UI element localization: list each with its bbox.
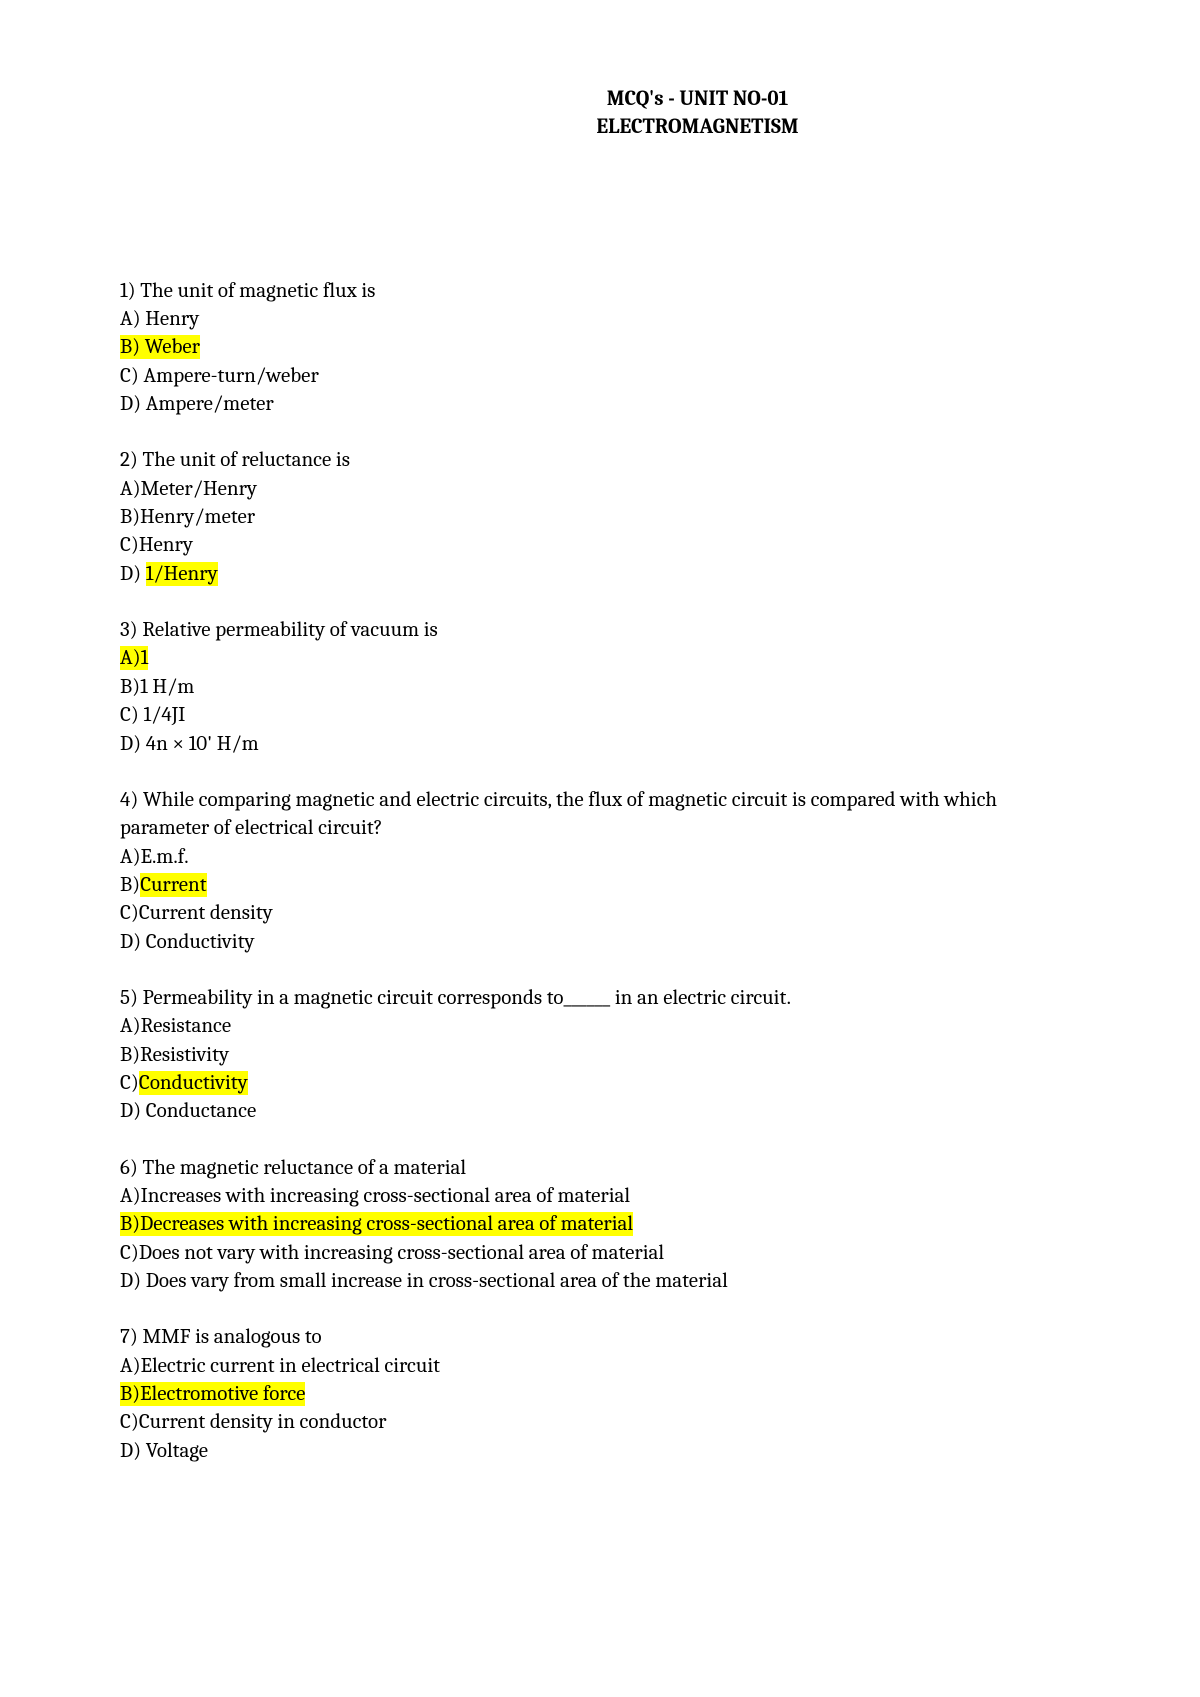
option-text: A)E.m.f.: [120, 845, 189, 869]
option-line: B)Henry/meter: [120, 503, 1080, 531]
option-line: D) Conductance: [120, 1097, 1080, 1125]
option-line: D) Does vary from small increase in cros…: [120, 1267, 1080, 1295]
question-text: 3) Relative permeability of vacuum is: [120, 616, 1080, 644]
option-line: A)Resistance: [120, 1012, 1080, 1040]
option-prefix: C): [120, 1071, 139, 1095]
option-line: C) Ampere-turn/weber: [120, 362, 1080, 390]
option-text: B)Electromotive force: [120, 1382, 305, 1406]
question-block: 4) While comparing magnetic and electric…: [120, 786, 1080, 956]
option-text: B)Henry/meter: [120, 505, 255, 529]
option-line: B)1 H/m: [120, 673, 1080, 701]
option-text: A)1: [120, 646, 148, 670]
option-line: B) Weber: [120, 333, 1080, 361]
question-block: 2) The unit of reluctance is A)Meter/Henr…: [120, 446, 1080, 588]
option-line: A)Meter/Henry: [120, 475, 1080, 503]
option-text: B)Decreases with increasing cross-sectio…: [120, 1212, 633, 1236]
option-line: A)Increases with increasing cross-sectio…: [120, 1182, 1080, 1210]
question-block: 6) The magnetic reluctance of a material…: [120, 1154, 1080, 1296]
option-text: A)Resistance: [120, 1014, 231, 1038]
option-text: C)Does not vary with increasing cross-se…: [120, 1241, 664, 1265]
option-prefix: B): [120, 873, 140, 897]
option-text: C)Henry: [120, 533, 193, 557]
questions-container: 1) The unit of magnetic flux isA) Henry B…: [120, 277, 1080, 1465]
option-line: D) Voltage: [120, 1437, 1080, 1465]
option-text: D) Conductivity: [120, 930, 255, 954]
option-line: A)1: [120, 644, 1080, 672]
option-text: D) Ampere/meter: [120, 392, 274, 416]
option-text: C)Current density in conductor: [120, 1410, 386, 1434]
question-block: 3) Relative permeability of vacuum isA)1…: [120, 616, 1080, 758]
option-text: B)1 H/m: [120, 675, 194, 699]
header-title-2: ELECTROMAGNETISM: [315, 113, 1080, 141]
document-header: MCQ's - UNIT NO-01 ELECTROMAGNETISM: [315, 85, 1080, 142]
option-line: D) Conductivity: [120, 928, 1080, 956]
option-line: B)Current: [120, 871, 1080, 899]
option-line: A)Electric current in electrical circuit: [120, 1352, 1080, 1380]
option-line: C) 1/4JI: [120, 701, 1080, 729]
option-text: C)Current density: [120, 901, 273, 925]
option-text: Conductivity: [139, 1071, 248, 1095]
question-text: 4) While comparing magnetic and electric…: [120, 786, 1080, 843]
option-text: B) Weber: [120, 335, 200, 359]
option-text: D) Voltage: [120, 1439, 208, 1463]
option-line: A)E.m.f.: [120, 843, 1080, 871]
option-text: A) Henry: [120, 307, 199, 331]
header-title-1: MCQ's - UNIT NO-01: [315, 85, 1080, 113]
option-line: C)Current density: [120, 899, 1080, 927]
question-block: 5) Permeability in a magnetic circuit co…: [120, 984, 1080, 1126]
option-text: A)Meter/Henry: [120, 477, 257, 501]
option-line: D) Ampere/meter: [120, 390, 1080, 418]
option-line: C)Does not vary with increasing cross-se…: [120, 1239, 1080, 1267]
option-text: C) 1/4JI: [120, 703, 185, 727]
option-line: C)Conductivity: [120, 1069, 1080, 1097]
option-text: D) 4n × 10' H/m: [120, 732, 259, 756]
option-text: A)Increases with increasing cross-sectio…: [120, 1184, 630, 1208]
option-line: A) Henry: [120, 305, 1080, 333]
question-block: 7) MMF is analogous to A)Electric current…: [120, 1323, 1080, 1465]
option-prefix: D): [120, 562, 146, 586]
option-line: B)Resistivity: [120, 1041, 1080, 1069]
question-block: 1) The unit of magnetic flux isA) Henry B…: [120, 277, 1080, 419]
option-text: 1/Henry: [146, 562, 218, 586]
question-text: 2) The unit of reluctance is: [120, 446, 1080, 474]
question-text: 6) The magnetic reluctance of a material: [120, 1154, 1080, 1182]
option-line: D) 4n × 10' H/m: [120, 730, 1080, 758]
question-text: 7) MMF is analogous to: [120, 1323, 1080, 1351]
option-line: D) 1/Henry: [120, 560, 1080, 588]
option-line: B)Decreases with increasing cross-sectio…: [120, 1210, 1080, 1238]
option-line: C)Current density in conductor: [120, 1408, 1080, 1436]
option-text: B)Resistivity: [120, 1043, 229, 1067]
question-text: 1) The unit of magnetic flux is: [120, 277, 1080, 305]
option-text: D) Conductance: [120, 1099, 256, 1123]
option-line: C)Henry: [120, 531, 1080, 559]
option-text: D) Does vary from small increase in cros…: [120, 1269, 728, 1293]
option-line: B)Electromotive force: [120, 1380, 1080, 1408]
option-text: Current: [140, 873, 206, 897]
option-text: C) Ampere-turn/weber: [120, 364, 319, 388]
option-text: A)Electric current in electrical circuit: [120, 1354, 440, 1378]
question-text: 5) Permeability in a magnetic circuit co…: [120, 984, 1080, 1012]
